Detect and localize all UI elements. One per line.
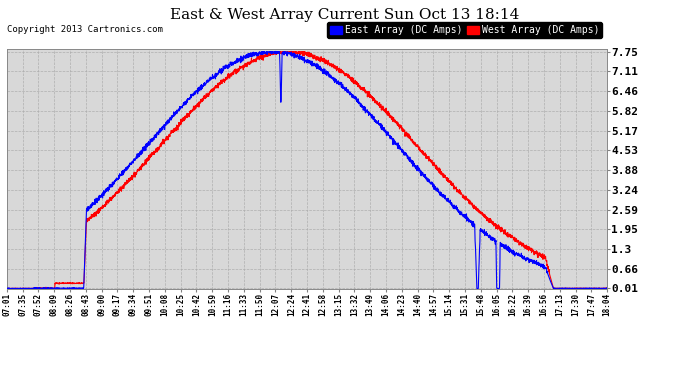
Text: East & West Array Current Sun Oct 13 18:14: East & West Array Current Sun Oct 13 18:… [170,8,520,21]
Text: Copyright 2013 Cartronics.com: Copyright 2013 Cartronics.com [7,26,163,34]
Legend: East Array (DC Amps), West Array (DC Amps): East Array (DC Amps), West Array (DC Amp… [328,22,602,38]
